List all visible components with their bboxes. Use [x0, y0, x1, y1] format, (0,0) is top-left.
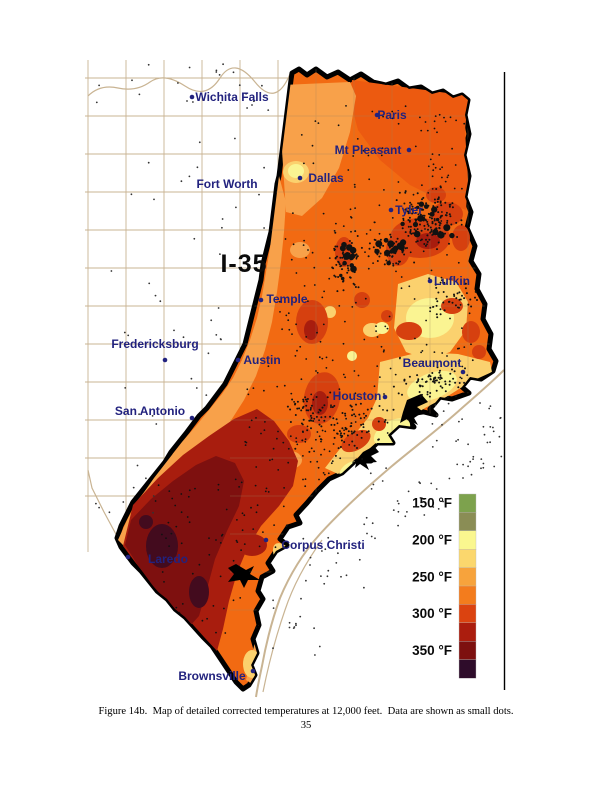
legend-colorbar-segment — [458, 512, 477, 532]
coastline — [255, 369, 505, 698]
city-name: Beaumont — [403, 356, 462, 370]
city-dot — [125, 554, 131, 560]
city-name: Fredericksburg — [111, 337, 198, 351]
city-name: Corpus Christi — [281, 538, 364, 552]
city-dot — [189, 94, 195, 100]
legend-label: 200 °F — [412, 533, 452, 548]
city-dot — [406, 147, 412, 153]
city-name: Mt Pleasant — [335, 143, 402, 157]
city-label-beaumont: Beaumont — [403, 356, 466, 375]
legend-colorbar-segment — [458, 585, 477, 605]
legend-colorbar-segment — [458, 530, 477, 550]
rio-grande-line — [87, 469, 119, 539]
city-dot — [250, 668, 256, 674]
legend-colorbar-segment — [458, 641, 477, 661]
city-dot — [189, 415, 195, 421]
data-dots-outside — [95, 63, 503, 656]
city-dot — [388, 207, 394, 213]
city-dot — [162, 357, 168, 363]
city-label-laredo: Laredo — [125, 552, 188, 566]
city-name: Brownsville — [178, 669, 246, 683]
legend-colorbar-segment — [458, 604, 477, 624]
city-dot — [427, 278, 433, 284]
legend-colorbar-segment — [458, 567, 477, 587]
city-dot — [382, 394, 388, 400]
legend-label: 300 °F — [412, 606, 452, 621]
city-name: Tyler — [395, 203, 423, 217]
highway-label-i35: I-35 — [220, 250, 267, 278]
city-label-brownsville: Brownsville — [178, 668, 256, 683]
city-name: Austin — [243, 353, 280, 367]
page-number: 35 — [300, 720, 312, 731]
city-dot — [460, 369, 466, 375]
city-label-fredericksburg: Fredericksburg — [111, 337, 199, 363]
legend-colorbar-segment — [458, 493, 477, 513]
data-dots-inside — [154, 105, 478, 635]
legend-colorbar-segment — [458, 549, 477, 569]
city-label-dallas: Dallas — [297, 171, 344, 185]
city-name: Paris — [377, 108, 407, 122]
city-label-temple: Temple — [258, 292, 308, 306]
city-name: Wichita Falls — [195, 90, 269, 104]
city-dot — [263, 537, 269, 543]
city-name: Temple — [266, 292, 307, 306]
city-label-tyler: Tyler — [388, 203, 423, 217]
legend-label: 150 °F — [412, 496, 452, 511]
city-name: San Antonio — [115, 404, 185, 418]
city-dot — [374, 112, 380, 118]
city-label-corpus-christi: Corpus Christi — [263, 537, 365, 552]
city-dot — [297, 175, 303, 181]
legend-colorbar-segment — [458, 622, 477, 642]
figure-caption-block: Figure 14b. Map of detailed corrected te… — [0, 706, 612, 731]
city-dot — [258, 297, 264, 303]
city-dot — [235, 357, 241, 363]
city-label-fort-worth: Fort Worth — [196, 177, 257, 191]
legend: 150 °F 200 °F 250 °F 300 °F 350 °F — [412, 493, 477, 679]
city-name: Laredo — [148, 552, 188, 566]
legend-label: 350 °F — [412, 643, 452, 658]
city-label-paris: Paris — [374, 108, 407, 122]
city-name: Houston — [333, 389, 382, 403]
legend-colorbar-segment — [458, 659, 477, 679]
city-label-houston: Houston — [333, 389, 388, 403]
city-name: Fort Worth — [196, 177, 257, 191]
city-label-lufkin: Lufkin — [427, 274, 470, 288]
city-name: Lufkin — [434, 274, 470, 288]
temperature-contours — [118, 69, 496, 689]
city-label-mt-pleasant: Mt Pleasant — [335, 143, 412, 157]
city-labels: Wichita Falls Paris Mt Pleasant Dallas Fort … — [111, 90, 470, 683]
city-label-austin: Austin — [235, 353, 281, 367]
city-name: Dallas — [308, 171, 344, 185]
city-label-wichita-falls: Wichita Falls — [189, 90, 269, 104]
figure-caption: Figure 14b. Map of detailed corrected te… — [98, 706, 514, 717]
city-label-san-antonio: San Antonio — [115, 404, 195, 421]
bay-inlets — [228, 394, 428, 588]
red-river-line — [87, 67, 291, 97]
legend-label: 250 °F — [412, 569, 452, 584]
